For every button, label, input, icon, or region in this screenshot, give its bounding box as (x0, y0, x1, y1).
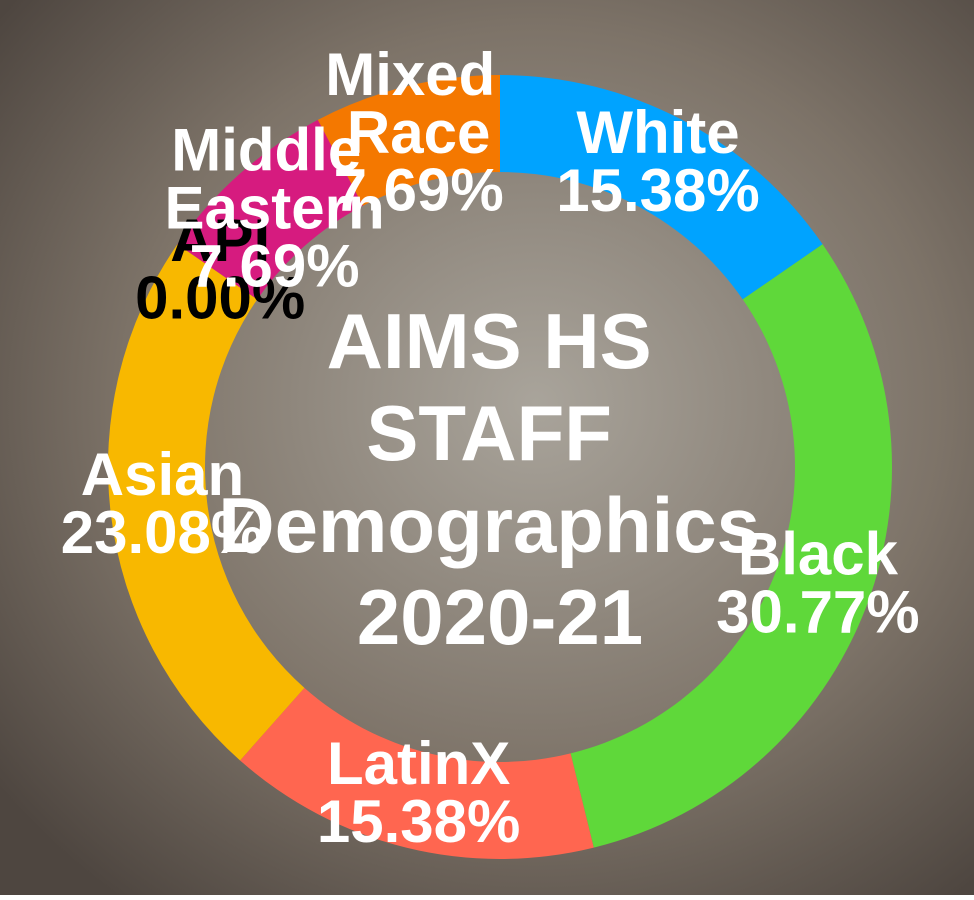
value-label: 30.77% (716, 578, 920, 645)
segment-label: Asian (81, 441, 244, 508)
segment-label: Mixed Race (325, 41, 512, 166)
chart: AIMS HS STAFF Demographics 2020-21White1… (0, 0, 974, 895)
value-label: 23.08% (61, 499, 265, 566)
value-label: 7.69% (190, 232, 360, 299)
segment-label: White (576, 99, 739, 166)
segment-label: Black (738, 520, 899, 587)
value-label: 7.69% (334, 157, 504, 224)
segment-label: LatinX (327, 730, 510, 797)
value-label: 15.38% (556, 157, 760, 224)
page: {"chart_data": {"type": "donut", "title"… (0, 0, 974, 895)
value-label: 15.38% (317, 788, 521, 855)
